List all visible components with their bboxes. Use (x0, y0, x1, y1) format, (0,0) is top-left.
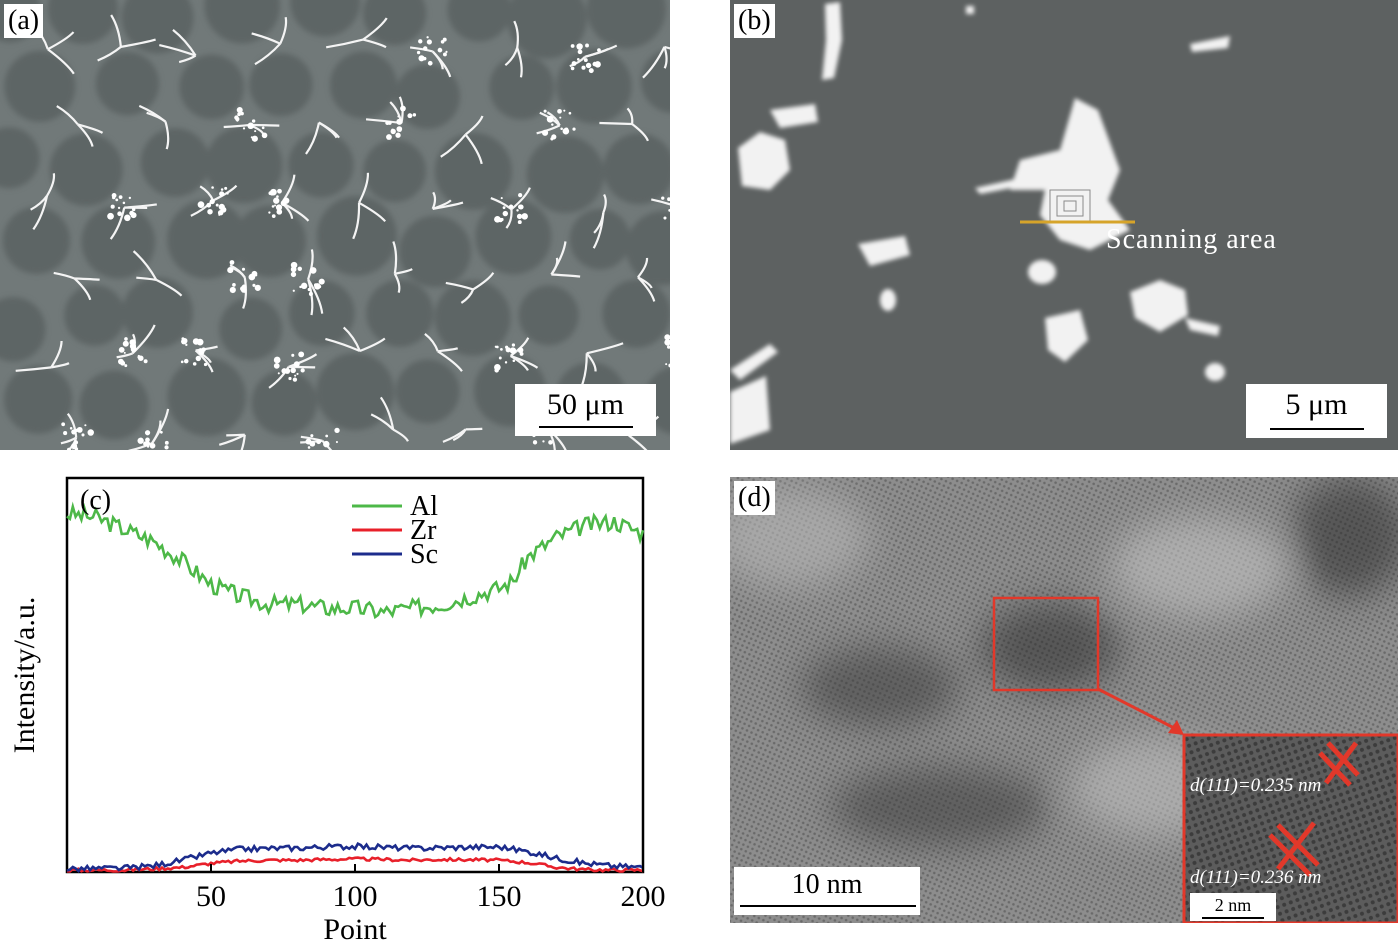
inset-scale-box: 2 nm (1190, 893, 1276, 921)
zoom-arrow (1097, 687, 1177, 731)
panel-label-d: (d) (734, 481, 775, 515)
plot-frame (65, 476, 645, 874)
particle-main (1010, 98, 1130, 250)
line-chart-c: 50 100 150 200 Al Zr Sc Intensity/a.u. Point … (0, 470, 680, 942)
panel-label-c: (c) (80, 485, 112, 516)
legend-label-al: Al (410, 491, 438, 522)
scale-box-b: 5 μm (1246, 384, 1387, 438)
x-tick-label: 150 (477, 880, 522, 913)
inset-label-2: d(111)=0.236 nm (1190, 867, 1322, 888)
x-tick-label: 50 (196, 880, 226, 913)
lattice-marker-2 (1268, 821, 1320, 877)
particle-hex (738, 132, 790, 190)
panel-label-a: (a) (4, 4, 44, 38)
inset-image (1182, 733, 1398, 923)
hrtem-micrograph-d (730, 477, 1398, 923)
lattice-marker-1 (1318, 741, 1360, 787)
highlight-box (992, 596, 1100, 692)
series-line-al (66, 501, 645, 620)
scale-bar-b (1270, 428, 1364, 430)
legend-label-sc: Sc (410, 539, 438, 570)
inset-scale-bar (1202, 917, 1264, 919)
hrtem-image-d: (d) d(111)=0.235 nm d(111)=0.236 nm 2 nm… (730, 477, 1398, 923)
scale-bar-d (740, 905, 916, 907)
series-line-sc (66, 841, 644, 873)
inset-scale-label: 2 nm (1214, 895, 1252, 915)
scanning-area-label: Scanning area (1106, 224, 1277, 255)
sem-micrograph-b (730, 0, 1398, 450)
scale-label-a: 50 μm (547, 388, 624, 421)
particle-strip (822, 2, 842, 80)
sem-image-a: (a) 50 μm (0, 0, 670, 450)
x-tick-label: 100 (333, 880, 378, 913)
legend-label-zr: Zr (410, 515, 437, 546)
scale-label-d: 10 nm (791, 869, 863, 900)
x-axis-label: Point (323, 913, 387, 942)
scale-box-d: 10 nm (734, 867, 920, 915)
inset-label-1: d(111)=0.235 nm (1190, 775, 1322, 796)
y-axis-label: Intensity/a.u. (8, 597, 41, 754)
panel-label-b: (b) (734, 4, 775, 38)
series-line-zr (66, 856, 644, 873)
x-tick-label: 200 (621, 880, 666, 913)
particle-left-top (770, 104, 818, 128)
scale-bar-a (539, 426, 633, 428)
scale-box-a: 50 μm (515, 384, 656, 436)
sem-micrograph-a (0, 0, 670, 450)
sem-image-b: (b) Scanning area 5 μm (730, 0, 1398, 450)
scale-label-b: 5 μm (1285, 388, 1348, 421)
